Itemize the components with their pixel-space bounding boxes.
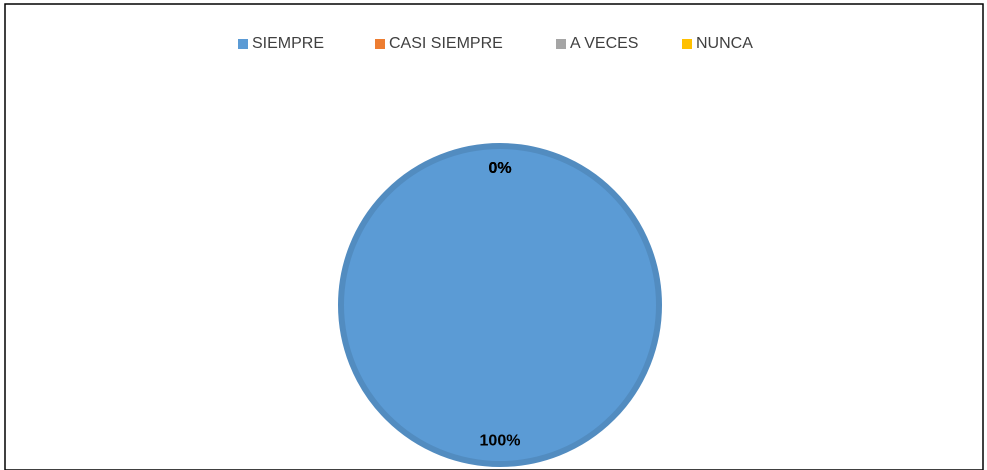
- legend-swatch: [682, 39, 692, 49]
- legend-label: A VECES: [570, 35, 638, 52]
- legend-swatch: [238, 39, 248, 49]
- data-label: 0%: [488, 160, 511, 177]
- data-label: 100%: [480, 432, 521, 449]
- data-label: 0%: [488, 160, 511, 177]
- pie-slice-face: [344, 149, 656, 461]
- data-label: 0%: [488, 160, 511, 177]
- legend-label: NUNCA: [696, 35, 753, 52]
- legend-swatch: [556, 39, 566, 49]
- legend-label: CASI SIEMPRE: [389, 35, 503, 52]
- legend-label: SIEMPRE: [252, 35, 324, 52]
- legend-swatch: [375, 39, 385, 49]
